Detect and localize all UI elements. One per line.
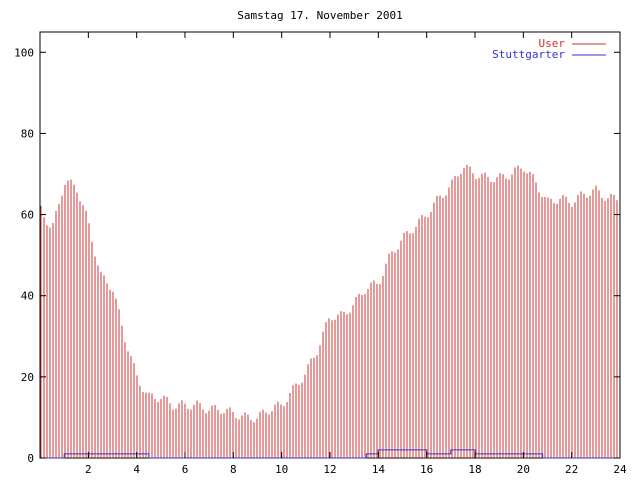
- x-tick-label: 22: [565, 463, 578, 476]
- y-tick-label: 0: [27, 452, 34, 465]
- y-tick-label: 80: [21, 127, 34, 140]
- chart-title: Samstag 17. November 2001: [237, 9, 403, 22]
- x-tick-label: 12: [323, 463, 336, 476]
- x-tick-label: 10: [275, 463, 288, 476]
- y-tick-label: 60: [21, 209, 34, 222]
- series-lines: [40, 449, 620, 459]
- x-tick-label: 18: [468, 463, 481, 476]
- x-tick-label: 2: [85, 463, 92, 476]
- x-tick-label: 14: [372, 463, 386, 476]
- x-tick-label: 8: [230, 463, 237, 476]
- legend-label: Stuttgarter: [492, 48, 565, 61]
- legend-label: User: [539, 37, 566, 50]
- y-tick-label: 100: [14, 46, 34, 59]
- x-tick-label: 16: [420, 463, 433, 476]
- x-tick-label: 4: [133, 463, 140, 476]
- user-bars: [40, 164, 618, 458]
- x-tick-label: 24: [613, 463, 627, 476]
- stuttgarter-line: [40, 449, 620, 459]
- x-tick-label: 20: [517, 463, 530, 476]
- y-tick-label: 40: [21, 290, 34, 303]
- x-tick-label: 6: [182, 463, 189, 476]
- y-tick-label: 20: [21, 371, 34, 384]
